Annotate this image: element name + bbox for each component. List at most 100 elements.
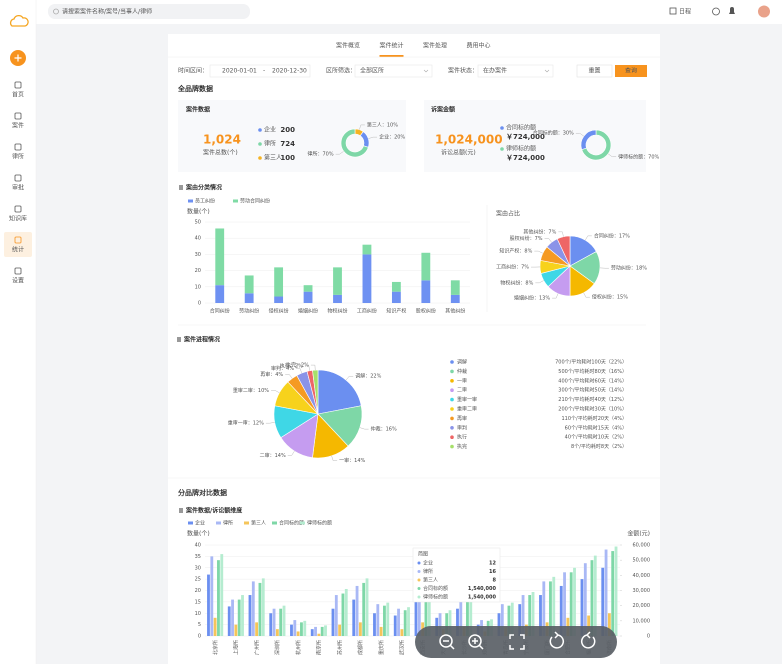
avatar[interactable] [758,5,770,18]
legend-swatch [188,199,193,203]
nav-icon[interactable] [14,174,22,182]
date-range[interactable] [209,64,311,78]
legend-swatch [300,521,305,525]
tab[interactable]: 案件概览 [336,42,360,50]
legend-name: 重审一审 [457,396,477,403]
bar [386,602,390,636]
slice-label: 合同标的额：30% [533,130,574,137]
schedule[interactable]: 日程 [679,8,691,16]
bar [220,554,224,636]
bar [393,615,397,636]
bar [365,578,369,636]
legend-label: 第三人 [251,520,266,527]
tab[interactable]: 案件统计 [379,42,403,50]
y-tick-label: 40 [195,236,201,242]
bar [290,624,293,636]
legend-name: 企业 [264,126,276,134]
tab[interactable]: 案件处理 [423,42,447,50]
bar [320,626,324,636]
legend-name: 二审 [457,387,467,394]
legend-note: 60个/平均耗时15天（4%） [565,424,627,431]
zoom-in[interactable] [468,634,482,648]
reset-button[interactable] [576,64,613,78]
tooltip-dot [417,570,421,573]
bar [210,556,214,636]
nav-icon[interactable] [14,143,22,151]
bar [362,254,372,303]
label-line [575,132,585,137]
bar [507,605,511,636]
tooltip-value: 8 [493,578,497,584]
x-tick-label: 深圳所 [274,640,281,655]
label-line [310,364,316,371]
tab-underline [379,55,404,57]
bar [587,615,591,636]
slice-label: 知识产权：8% [499,248,532,255]
nav-icon[interactable] [14,112,22,120]
legend-label: 律师标的额 [307,520,332,527]
y2-tick-label: 40,000 [633,573,651,579]
bar [248,595,252,636]
bar [274,296,284,303]
legend-name: 一审 [457,377,467,384]
nav-active-bg [4,232,32,257]
nav-icon[interactable] [14,236,22,244]
fit-button[interactable] [509,634,525,650]
bar [296,631,300,636]
bar [549,581,552,636]
query-label: 查询 [625,67,637,75]
tooltip-box [412,547,501,603]
brand-select[interactable] [354,64,433,78]
bar [282,605,286,636]
legend-value: ￥724,000 [506,154,545,162]
bar [303,285,313,292]
x-tick-label: 其他纠纷 [445,308,465,315]
nav-icon[interactable] [14,267,22,275]
case-total-label: 案件总数(个) [203,149,238,157]
bar [358,622,362,636]
legend-dot [450,397,454,402]
bar [497,613,501,636]
bar [215,285,225,303]
legend-label: 合同标的额 [279,520,304,527]
bar [459,599,463,636]
slice-label: 审判：4% [271,365,294,372]
nav-icon[interactable] [14,205,22,213]
query-button[interactable] [615,65,647,77]
legend-dot [450,426,454,430]
tab[interactable]: 费用中心 [466,42,490,50]
legend-value: 724 [280,140,295,148]
status-select[interactable] [477,64,554,78]
legend-note: 40个/平均耗时10天（2%） [565,434,627,441]
tooltip-name: 第三人 [423,577,438,584]
legend-label: 员工纠纷 [195,198,215,205]
sidebar [0,0,36,664]
legend-value: ￥724,000 [506,133,545,141]
axis-label: 数量(个) [187,208,210,216]
label-line [345,375,354,381]
legend-note: 500个/平均耗时80天（16%） [558,368,627,375]
slice [556,235,571,267]
y-tick-label: 40 [195,543,201,549]
rotate-right[interactable] [581,631,596,649]
legend-note: 110个/平均耗时20天（4%） [561,415,627,422]
tooltip-dot [417,595,421,599]
x-tick-label: 侵权纠纷 [269,308,289,315]
nav-icon[interactable] [14,81,22,89]
bar [303,291,313,303]
label-line [335,151,344,155]
search-box[interactable] [48,4,250,19]
rotate-left[interactable] [549,631,564,649]
status-value: 在办案件 [483,67,507,75]
help-icon[interactable] [712,7,720,16]
x-tick-label: 劳动纠纷 [239,308,259,315]
legend-note: 700个/平均耗时100天（22%） [555,359,627,366]
bar [334,595,338,636]
zoom-out[interactable] [439,634,453,648]
bar [552,576,556,636]
bell-icon[interactable] [729,7,735,14]
bar [607,613,611,636]
bar [445,613,449,636]
